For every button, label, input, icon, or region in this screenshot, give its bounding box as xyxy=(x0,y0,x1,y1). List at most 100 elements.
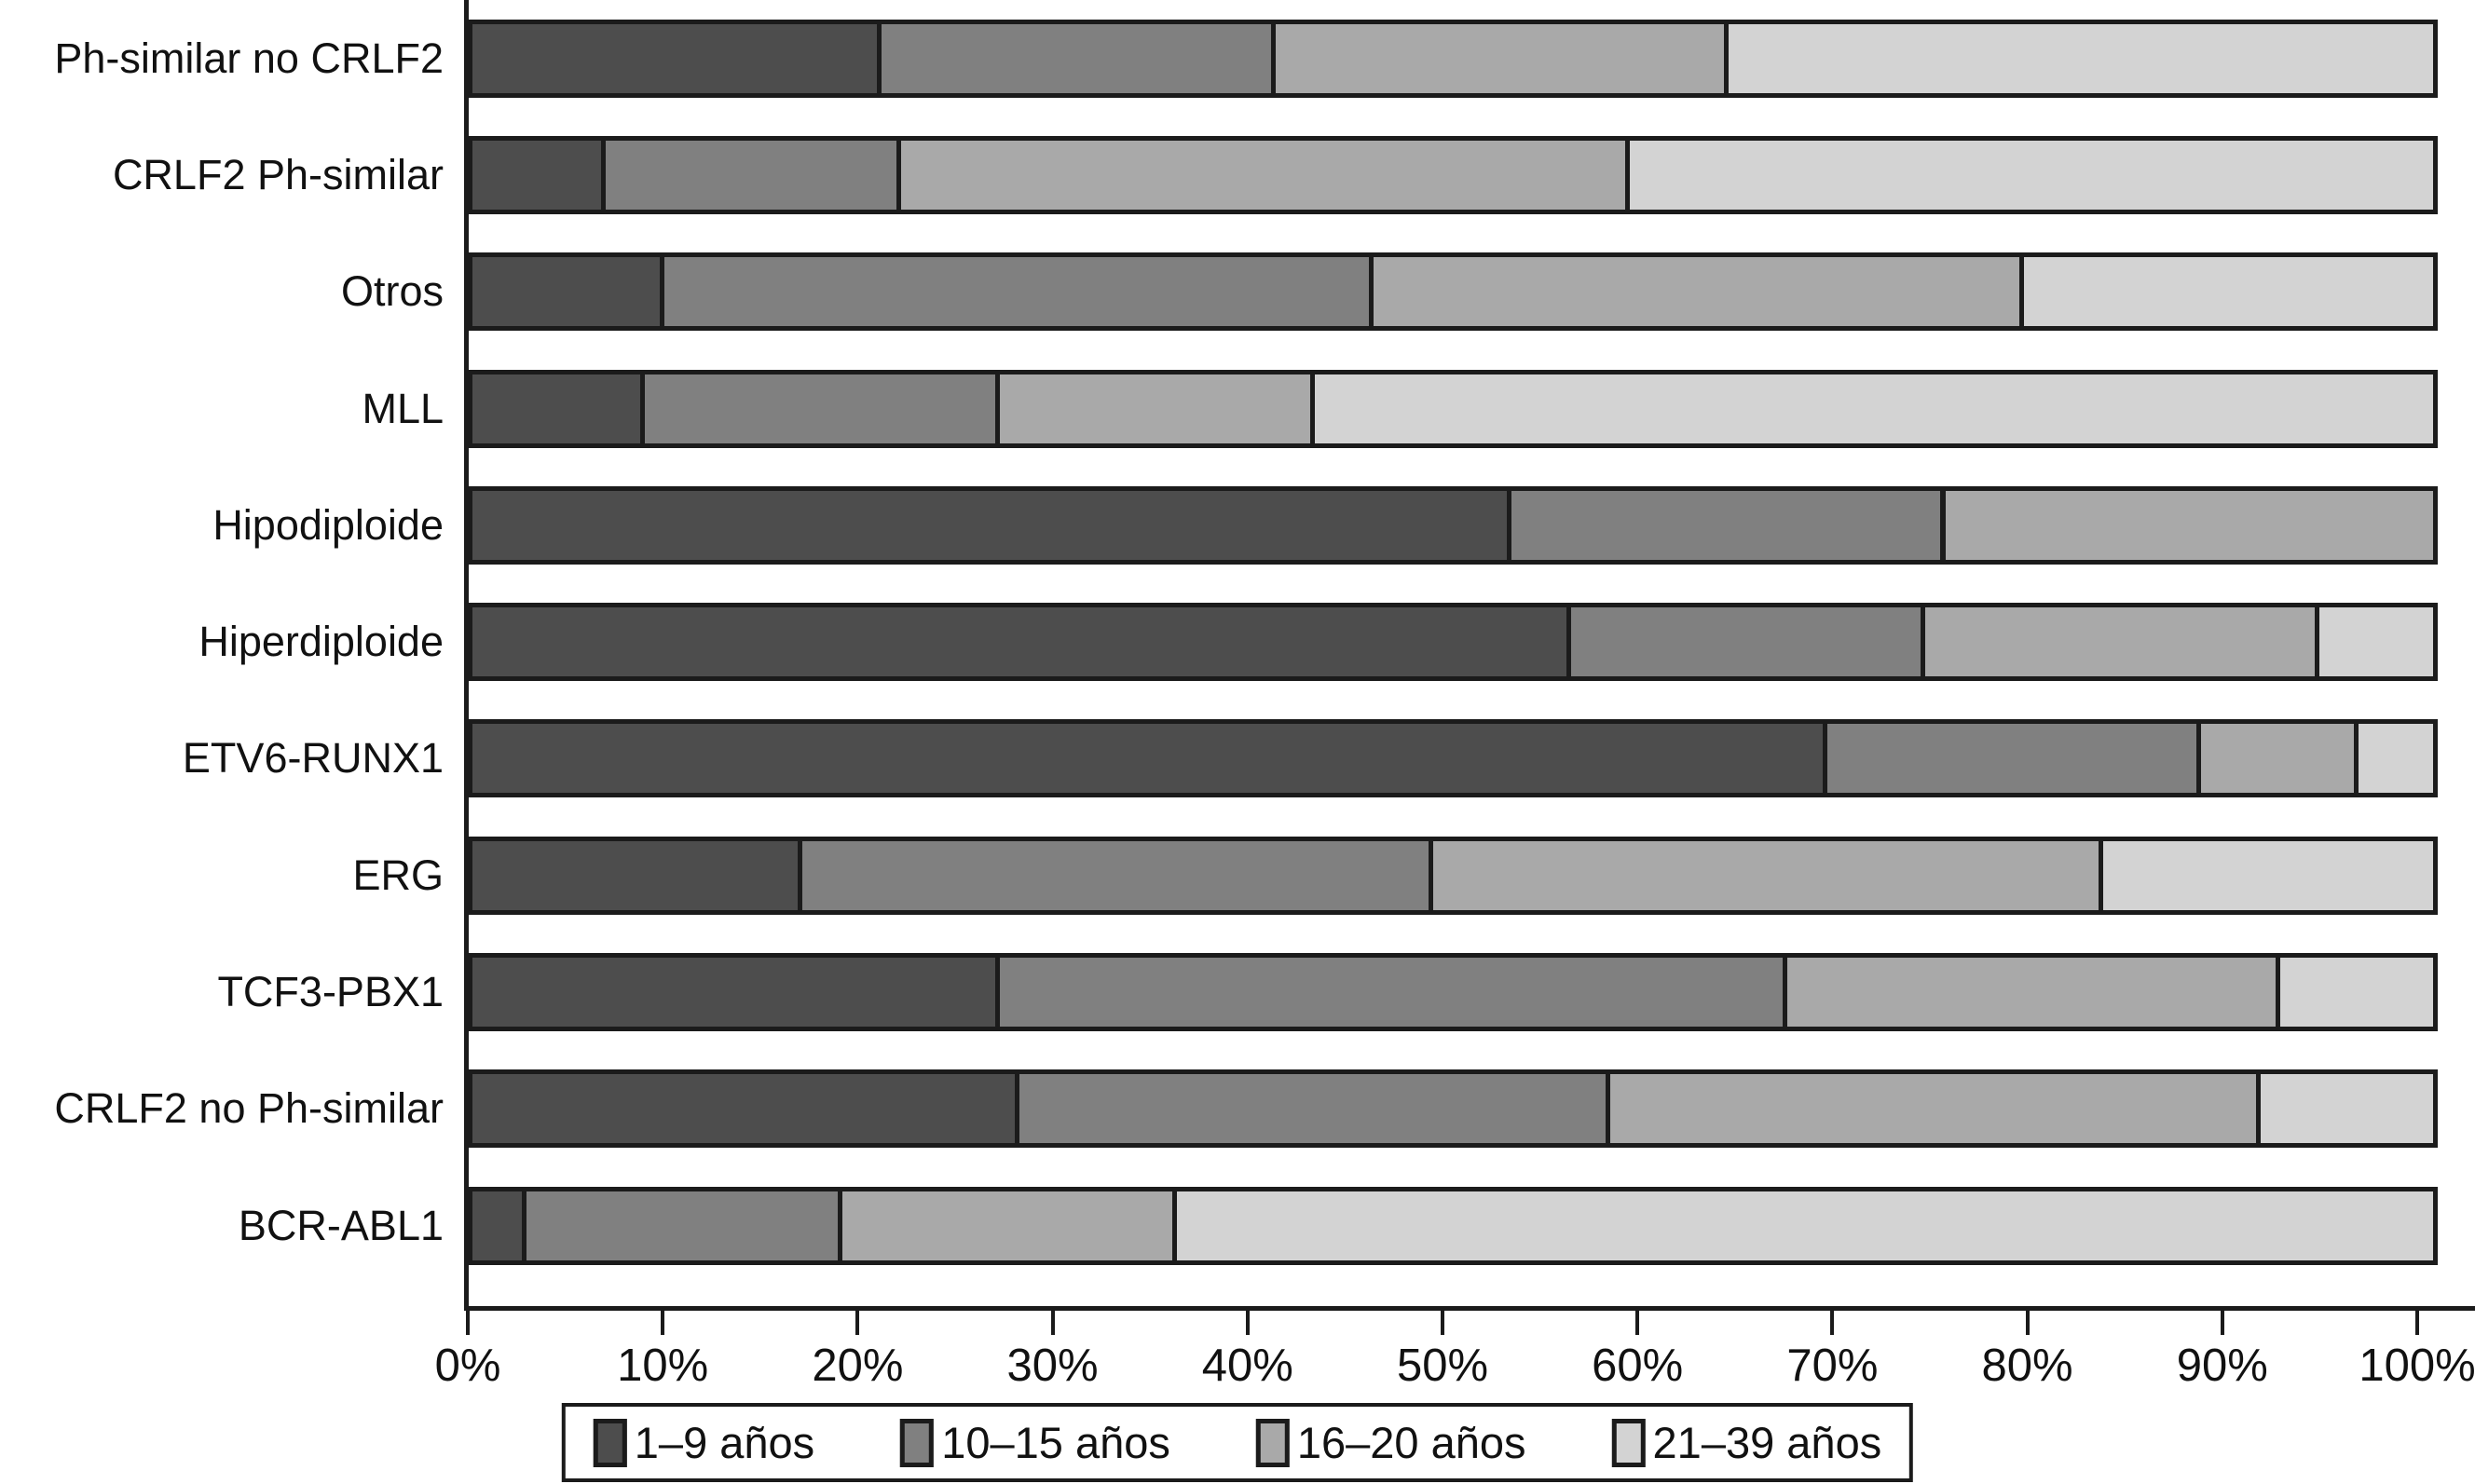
bar-segment xyxy=(522,1186,842,1265)
bar-segment xyxy=(798,836,1433,915)
legend-item: 21–39 años xyxy=(1611,1417,1882,1468)
legend-label: 16–20 años xyxy=(1296,1418,1526,1467)
x-axis-tick-mark xyxy=(1830,1309,1835,1335)
bar-segment xyxy=(468,1186,527,1265)
bar-row xyxy=(468,19,2438,98)
x-axis-tick-label: 30% xyxy=(1006,1341,1099,1391)
bar-segment xyxy=(468,485,1512,565)
bar-segment xyxy=(1940,485,2438,565)
bar-row xyxy=(468,1186,2438,1265)
category-label: TCF3-PBX1 xyxy=(217,968,444,1015)
bar-row xyxy=(468,719,2438,798)
x-axis-tick-label: 20% xyxy=(812,1341,904,1391)
bar-segment xyxy=(468,836,803,915)
category-label: ERG xyxy=(352,851,444,899)
x-axis-tick-mark xyxy=(466,1309,470,1335)
bar-segment xyxy=(994,953,1788,1031)
bar-segment xyxy=(1507,485,1946,565)
x-axis-tick-mark xyxy=(1635,1309,1640,1335)
bar-row xyxy=(468,1069,2438,1149)
category-label: Hiperdiploide xyxy=(198,618,444,666)
bar-segment xyxy=(468,603,1571,682)
bar-segment xyxy=(994,369,1315,448)
bar-segment xyxy=(468,252,665,332)
bar-segment xyxy=(660,252,1374,332)
bar-segment xyxy=(876,19,1276,98)
y-axis-line xyxy=(464,0,469,1311)
legend-swatch xyxy=(900,1418,935,1467)
category-label: BCR-ABL1 xyxy=(238,1201,444,1249)
legend-label: 21–39 años xyxy=(1652,1418,1882,1467)
category-label: ETV6-RUNX1 xyxy=(182,734,444,783)
bar-row xyxy=(468,135,2438,214)
bar-segment xyxy=(1822,719,2202,798)
category-label: CRLF2 Ph-similar xyxy=(112,150,444,198)
bar-segment xyxy=(600,135,902,214)
bar-segment xyxy=(1369,252,2025,332)
x-axis-tick-label: 50% xyxy=(1396,1341,1489,1391)
x-axis-tick-mark xyxy=(661,1309,665,1335)
bar-segment xyxy=(2098,836,2438,915)
bar-segment xyxy=(1428,836,2103,915)
category-label: MLL xyxy=(362,384,444,432)
bar-segment xyxy=(468,135,606,214)
bar-segment xyxy=(468,719,1827,798)
x-axis-tick-mark xyxy=(2025,1309,2030,1335)
x-axis-tick-mark xyxy=(1050,1309,1055,1335)
bar-segment xyxy=(2019,252,2438,332)
bar-segment xyxy=(1566,603,1926,682)
category-label: Hipodiploide xyxy=(212,500,444,549)
bar-row xyxy=(468,369,2438,448)
bar-segment xyxy=(1172,1186,2438,1265)
bar-segment xyxy=(2315,603,2438,682)
bar-row xyxy=(468,603,2438,682)
x-axis-tick-label: 80% xyxy=(1981,1341,2073,1391)
legend-item: 1–9 años xyxy=(593,1417,815,1468)
x-axis-tick-label: 40% xyxy=(1201,1341,1293,1391)
x-axis-tick-mark xyxy=(1245,1309,1250,1335)
bar-segment xyxy=(1723,19,2438,98)
x-axis-tick-mark xyxy=(2220,1309,2224,1335)
x-axis-tick-label: 70% xyxy=(1786,1341,1879,1391)
bar-row xyxy=(468,485,2438,565)
x-axis-tick-mark xyxy=(855,1309,860,1335)
legend-swatch xyxy=(1611,1418,1646,1467)
legend-item: 16–20 años xyxy=(1255,1417,1526,1468)
category-label: Ph-similar no CRLF2 xyxy=(54,34,444,82)
x-axis-tick-mark xyxy=(2415,1309,2419,1335)
x-axis-line xyxy=(464,1306,2475,1311)
x-axis-tick-mark xyxy=(1441,1309,1444,1335)
bar-segment xyxy=(2275,953,2438,1031)
bar-segment xyxy=(1606,1069,2261,1149)
bar-segment xyxy=(1625,135,2438,214)
bar-segment xyxy=(1310,369,2438,448)
bar-segment xyxy=(837,1186,1178,1265)
category-label: Otros xyxy=(340,267,444,316)
legend-swatch xyxy=(1255,1418,1290,1467)
bar-segment xyxy=(2255,1069,2438,1149)
bar-segment xyxy=(1921,603,2320,682)
bar-segment xyxy=(468,1069,1019,1149)
bar-segment xyxy=(1014,1069,1611,1149)
legend-item: 10–15 años xyxy=(900,1417,1170,1468)
bar-row xyxy=(468,836,2438,915)
bar-segment xyxy=(2196,719,2359,798)
bar-segment xyxy=(2354,719,2438,798)
x-axis-tick-label: 60% xyxy=(1592,1341,1684,1391)
bar-row xyxy=(468,252,2438,332)
x-axis-tick-label: 10% xyxy=(617,1341,709,1391)
x-axis-tick-label: 0% xyxy=(434,1341,501,1391)
bar-segment xyxy=(1783,953,2280,1031)
x-axis-tick-label: 100% xyxy=(2359,1341,2475,1391)
bar-segment xyxy=(640,369,1000,448)
legend-label: 1–9 años xyxy=(634,1418,815,1467)
bar-segment xyxy=(896,135,1631,214)
bar-row xyxy=(468,953,2438,1031)
legend: 1–9 años 10–15 años 16–20 años 21–39 años xyxy=(561,1403,1914,1482)
bar-segment xyxy=(468,953,1000,1031)
bar-segment xyxy=(468,369,646,448)
bar-segment xyxy=(1270,19,1729,98)
category-label: CRLF2 no Ph-similar xyxy=(54,1084,444,1133)
x-axis-tick-label: 90% xyxy=(2176,1341,2268,1391)
